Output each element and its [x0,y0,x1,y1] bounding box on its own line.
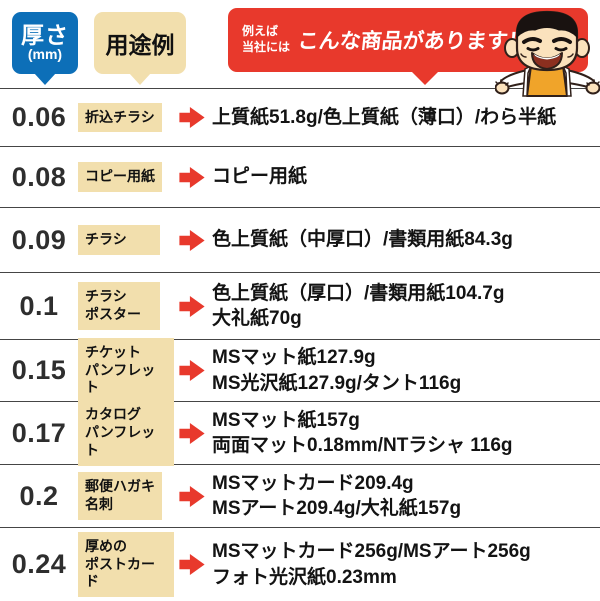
product-examples: MSマット紙157g 両面マット0.18mm/NTラシャ 116g [212,409,513,456]
smiling-man-mascot-icon [495,10,600,97]
table-row: 0.08 コピー用紙 コピー用紙 [0,147,600,208]
product-examples: コピー用紙 [212,166,308,188]
table-row: 0.09 チラシ 色上質紙（中厚口）/書類用紙84.3g [0,208,600,273]
arrow-cell [174,229,210,251]
arrow-cell [174,166,210,188]
product-examples: MSマット紙127.9g MS光沢紙127.9g/タント116g [212,347,462,394]
usage-cell: 郵便ハガキ 名刺 [78,472,174,520]
thickness-header-unit: (mm) [27,46,63,63]
usage-cell: 厚めの ポストカード [78,531,174,598]
usage-label-box: チラシ [78,225,160,255]
right-arrow-icon [179,422,205,444]
usage-label-box: チラシ ポスター [78,282,160,330]
product-examples: 色上質紙（中厚口）/書類用紙84.3g [212,229,513,251]
thickness-value: 0.24 [11,549,67,579]
table-row: 0.1 チラシ ポスター 色上質紙（厚口）/書類用紙104.7g 大礼紙70g [0,273,600,340]
usage-label-box: 折込チラシ [78,102,162,133]
right-arrow-icon [179,360,205,381]
usage-cell: チケット パンフレット [78,337,174,404]
arrow-cell [174,107,210,128]
promo-small-text: 例えば 当社には [242,24,291,54]
usage-cell: 折込チラシ [78,102,174,133]
usage-label-box: チケット パンフレット [78,337,174,404]
table-row: 0.24 厚めの ポストカード MSマットカード256g/MSアート256g フォト… [0,528,600,601]
arrow-cell [174,360,210,381]
thickness-value: 0.17 [11,417,67,448]
usage-label-box: 厚めの ポストカード [78,531,174,598]
right-arrow-icon [179,485,205,507]
thickness-value: 0.09 [11,224,67,255]
arrow-cell [174,295,210,317]
table-row: 0.2 郵便ハガキ 名刺 MSマットカード209.4g MSアート209.4g/大礼… [0,465,600,528]
thickness-value: 0.2 [19,480,59,511]
header: 厚さ (mm) 用途例 例えば 当社には こんな商品があります！ [0,0,600,97]
usage-cell: チラシ ポスター [78,282,174,330]
usage-label-box: 郵便ハガキ 名刺 [78,472,162,520]
usage-label-box: コピー用紙 [78,162,162,192]
usage-label-box: カタログ パンフレット [78,400,174,466]
usage-header-label: 用途例 [105,32,175,58]
thickness-table: 0.06 折込チラシ 上質紙51.8g/色上質紙（薄口）/わら半紙 0.08 コ… [0,89,600,601]
thickness-header-bubble: 厚さ (mm) [12,12,78,74]
right-arrow-icon [179,107,205,128]
product-examples: MSマットカード256g/MSアート256g フォト光沢紙0.23mm [212,541,531,588]
table-row: 0.15 チケット パンフレット MSマット紙127.9g MS光沢紙127.9g/… [0,337,600,404]
right-arrow-icon [179,166,205,188]
thickness-value: 0.1 [19,290,59,321]
usage-cell: チラシ [78,225,174,255]
product-examples: 上質紙51.8g/色上質紙（薄口）/わら半紙 [212,106,557,128]
right-arrow-icon [179,295,205,317]
arrow-cell [174,485,210,507]
thickness-value: 0.08 [11,161,67,192]
usage-cell: カタログ パンフレット [78,400,174,466]
thickness-header-label: 厚さ [21,22,69,49]
usage-cell: コピー用紙 [78,162,174,192]
arrow-cell [174,554,210,575]
product-examples: MSマットカード209.4g MSアート209.4g/大礼紙157g [212,472,462,519]
arrow-cell [174,422,210,444]
right-arrow-icon [179,554,205,575]
thickness-value: 0.06 [11,102,67,132]
table-row: 0.06 折込チラシ 上質紙51.8g/色上質紙（薄口）/わら半紙 [0,89,600,147]
table-row: 0.17 カタログ パンフレット MSマット紙157g 両面マット0.18mm/NT… [0,400,600,466]
thickness-value: 0.15 [11,355,67,385]
right-arrow-icon [179,229,205,251]
product-examples: 色上質紙（厚口）/書類用紙104.7g 大礼紙70g [212,282,505,329]
usage-header-bubble: 用途例 [94,12,186,74]
